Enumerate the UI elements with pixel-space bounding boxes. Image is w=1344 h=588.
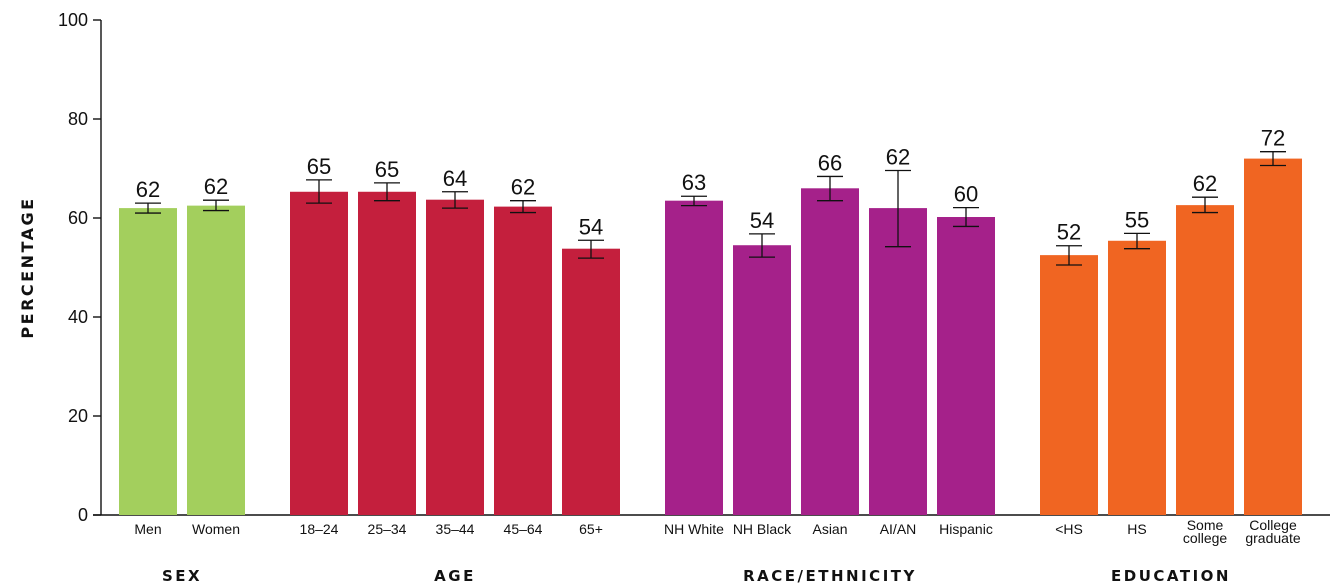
data-label: 62 [204, 174, 228, 199]
data-label: 72 [1261, 126, 1285, 151]
data-label: 54 [750, 208, 774, 233]
error-bar [1260, 151, 1286, 167]
y-axis: 0 20 40 60 80 100 PERCENTAGE [18, 10, 102, 525]
error-bar [578, 239, 604, 259]
category-label: College [1249, 517, 1297, 533]
data-label: 60 [954, 182, 978, 207]
bar [290, 191, 348, 515]
data-label: 63 [682, 170, 706, 195]
category-label: NH Black [733, 521, 792, 537]
error-bar [306, 179, 332, 204]
group-label: AGE [434, 567, 476, 585]
data-label: 62 [886, 144, 910, 169]
category-label: Asian [812, 521, 847, 537]
category-label: <HS [1055, 521, 1083, 537]
data-label: 64 [443, 166, 467, 191]
error-bar [374, 182, 400, 202]
bar [937, 217, 995, 515]
category-label: HS [1127, 521, 1146, 537]
group-label: EDUCATION [1111, 567, 1231, 585]
category-label: AI/AN [880, 521, 917, 537]
y-axis-title: PERCENTAGE [18, 196, 37, 338]
bar [665, 200, 723, 516]
category-label: Hispanic [939, 521, 993, 537]
bar [869, 208, 927, 515]
group-label: RACE/ETHNICITY [743, 567, 917, 585]
data-label: 65 [375, 157, 399, 182]
error-bar [817, 175, 843, 202]
bar [562, 248, 620, 515]
y-tick-label: 0 [78, 505, 88, 525]
data-label: 62 [1193, 171, 1217, 196]
bar [187, 205, 245, 515]
bar [358, 191, 416, 515]
error-bar [1056, 245, 1082, 266]
error-bar [681, 195, 707, 207]
y-tick-label: 60 [68, 208, 88, 228]
category-label: Men [134, 521, 161, 537]
error-bar [885, 169, 911, 248]
data-label: 66 [818, 150, 842, 175]
error-bar [953, 206, 979, 228]
data-label: 62 [136, 177, 160, 202]
category-label: NH White [664, 521, 724, 537]
error-bar [1124, 232, 1150, 250]
bar [494, 206, 552, 516]
category-label: 35–44 [436, 521, 475, 537]
category-label: college [1183, 530, 1228, 546]
group-label: SEX [162, 567, 202, 585]
error-bar [749, 233, 775, 258]
labels: 62 Men 62 Women SEX 65 18–24 65 25–34 64 35–44 62 45… [134, 126, 1300, 585]
bar [1108, 240, 1166, 515]
category-label: 45–64 [504, 521, 543, 537]
data-label: 54 [579, 214, 603, 239]
y-tick-label: 20 [68, 406, 88, 426]
bar [426, 199, 484, 515]
bar [1040, 255, 1098, 515]
category-label: 18–24 [300, 521, 339, 537]
category-label: Women [192, 521, 240, 537]
error-bar [1192, 196, 1218, 214]
error-bar [135, 202, 161, 214]
error-bar [442, 191, 468, 209]
bars [119, 151, 1302, 516]
bar [119, 208, 177, 515]
y-tick-label: 80 [68, 109, 88, 129]
bar [1176, 205, 1234, 515]
bar [1244, 158, 1302, 515]
bar [801, 188, 859, 516]
y-tick-label: 100 [58, 10, 88, 30]
error-bar [510, 200, 536, 214]
bar [733, 245, 791, 515]
data-label: 55 [1125, 207, 1149, 232]
data-label: 62 [511, 175, 535, 200]
category-label: graduate [1245, 530, 1300, 546]
error-bar [203, 199, 229, 212]
category-label: Some [1187, 517, 1224, 533]
data-label: 65 [307, 154, 331, 179]
category-label: 65+ [579, 521, 603, 537]
data-label: 52 [1057, 220, 1081, 245]
category-label: 25–34 [368, 521, 407, 537]
y-tick-label: 40 [68, 307, 88, 327]
